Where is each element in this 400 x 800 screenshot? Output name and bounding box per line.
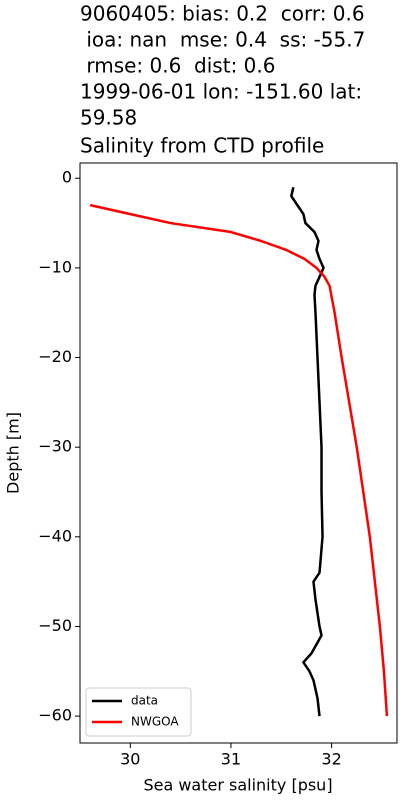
- x-axis-label: Sea water salinity [psu]: [143, 776, 332, 795]
- y-tick-label: −50: [38, 616, 72, 635]
- legend-label: data: [131, 694, 158, 708]
- x-tick-label: 30: [120, 750, 140, 769]
- y-tick-label: 0: [62, 168, 72, 187]
- y-tick-label: −20: [38, 347, 72, 366]
- plot-frame: [79, 162, 398, 744]
- chart-title: 59.58: [80, 106, 137, 130]
- chart-title: rmse: 0.6 dist: 0.6: [80, 54, 275, 78]
- chart-title: 9060405: bias: 0.2 corr: 0.6: [80, 2, 365, 26]
- data-line: [290, 186, 325, 717]
- y-tick-label: −60: [38, 706, 72, 725]
- y-tick-label: −40: [38, 526, 72, 545]
- y-tick-label: −10: [38, 257, 72, 276]
- x-tick-label: 32: [321, 750, 341, 769]
- legend-label: NWGOA: [131, 715, 179, 729]
- x-tick-label: 31: [221, 750, 241, 769]
- data-line: [89, 203, 389, 717]
- chart-title: 1999-06-01 lon: -151.60 lat:: [80, 80, 362, 104]
- chart-title: Salinity from CTD profile: [80, 134, 324, 158]
- y-tick-label: −30: [38, 437, 72, 456]
- chart-title: ioa: nan mse: 0.4 ss: -55.7: [80, 28, 365, 52]
- y-axis-label: Depth [m]: [4, 412, 23, 494]
